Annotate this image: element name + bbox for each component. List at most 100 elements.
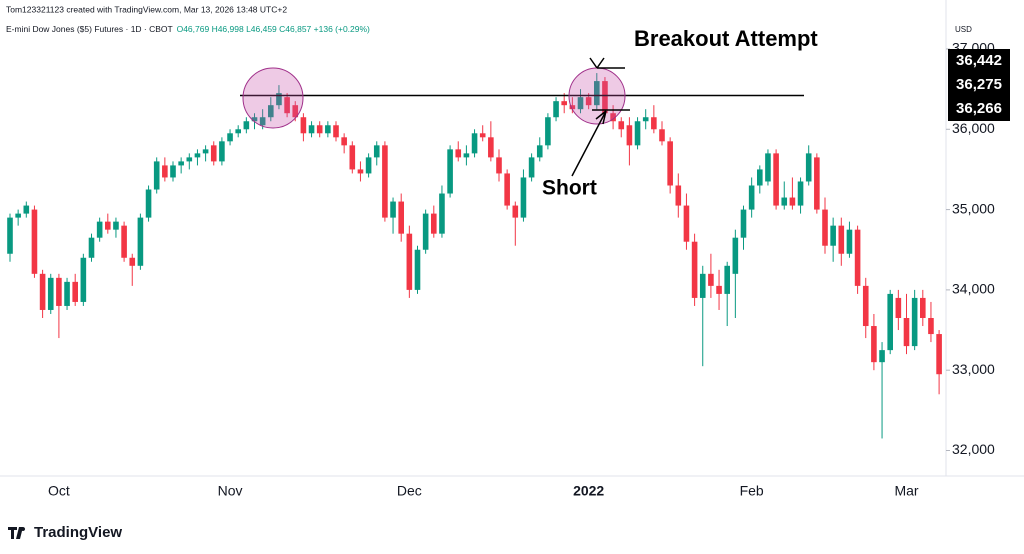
- candle-body: [15, 213, 21, 218]
- candle-body: [805, 153, 812, 182]
- candle-body: [447, 149, 453, 194]
- price-label: 36,442: [956, 52, 1002, 69]
- candle-body: [757, 169, 763, 186]
- x-tick-label: Dec: [397, 483, 422, 499]
- candle-body: [496, 157, 502, 174]
- price-label-box: [948, 49, 1010, 73]
- candle-body: [553, 101, 559, 118]
- price-label-box: [948, 73, 1010, 97]
- candle-body: [626, 125, 633, 146]
- credit: Tom123321123 created with TradingView.co…: [6, 4, 287, 14]
- candle-body: [72, 281, 78, 302]
- candle-body: [308, 125, 315, 134]
- y-tick-label: 36,000: [952, 120, 995, 136]
- candle-body: [284, 97, 290, 114]
- candle-body: [357, 169, 364, 174]
- candle-body: [300, 117, 307, 134]
- price-label-box: [948, 97, 1010, 121]
- x-tick-label: Feb: [740, 483, 764, 499]
- candle-body: [781, 197, 788, 206]
- candle-body: [341, 137, 347, 146]
- candle-body: [210, 145, 217, 162]
- candle-body: [56, 277, 62, 306]
- candle-body: [634, 121, 641, 146]
- candle-body: [659, 129, 665, 142]
- candle-body: [276, 93, 282, 106]
- candle-body: [64, 281, 70, 306]
- candle-body: [699, 273, 706, 298]
- candle-body: [194, 153, 201, 158]
- candle-body: [129, 257, 136, 266]
- candle-body: [838, 225, 845, 254]
- candle-body: [121, 225, 127, 258]
- candle-body: [471, 133, 478, 154]
- candle-body: [113, 221, 119, 230]
- candle-body: [80, 257, 87, 302]
- candle-body: [528, 157, 535, 178]
- y-tick-label: 33,000: [952, 361, 995, 377]
- quote: O46,769 H46,998 L46,459 C46,857 +136 (+0…: [177, 24, 370, 34]
- candle-body: [316, 125, 323, 134]
- candle-body: [724, 265, 730, 294]
- brand: TradingView: [8, 524, 122, 541]
- candle-body: [227, 133, 233, 142]
- candle-body: [268, 105, 274, 118]
- candle-body: [463, 153, 470, 158]
- candle-body: [732, 237, 739, 274]
- candle-body: [390, 201, 396, 218]
- candle-body: [740, 209, 747, 238]
- annotation: Short: [542, 177, 597, 200]
- candle-body: [708, 273, 714, 286]
- candle-body: [488, 137, 494, 158]
- candle-body: [895, 297, 902, 318]
- candle-body: [683, 205, 690, 242]
- candle-body: [822, 209, 828, 246]
- candle-body: [594, 81, 600, 106]
- highlight-circle: [242, 67, 304, 129]
- candle-body: [773, 153, 779, 206]
- candle-body: [610, 113, 616, 122]
- candle-body: [887, 293, 893, 351]
- candle-body: [585, 97, 592, 106]
- candle-body: [170, 165, 176, 178]
- candle-body: [512, 205, 519, 218]
- candle-body: [651, 117, 657, 130]
- candle-body: [797, 181, 804, 206]
- candle-body: [545, 117, 551, 146]
- candle-body: [439, 193, 445, 234]
- candle-body: [333, 125, 339, 138]
- candle-body: [259, 117, 266, 126]
- candle-body: [219, 141, 225, 162]
- candle-body: [920, 297, 926, 318]
- candle-body: [186, 157, 193, 162]
- candle-body: [178, 161, 184, 166]
- candle-body: [153, 161, 160, 190]
- candle-body: [903, 317, 910, 347]
- candle-body: [422, 213, 429, 250]
- candle-body: [691, 241, 698, 298]
- candle-body: [748, 185, 755, 210]
- price-label: 36,275: [956, 76, 1002, 93]
- candle-body: [846, 229, 853, 254]
- brand-logo: [8, 527, 26, 539]
- short-arrow: [571, 109, 630, 177]
- candle-body: [455, 149, 462, 158]
- candle-body: [520, 177, 527, 218]
- candle-body: [105, 221, 111, 230]
- candle-body: [47, 277, 54, 310]
- candle-body: [642, 117, 649, 122]
- candle-body: [406, 233, 413, 290]
- candle-body: [561, 101, 567, 106]
- candle-body: [854, 229, 861, 286]
- x-tick-label: Oct: [48, 483, 70, 499]
- candle-body: [871, 326, 877, 363]
- candle-body: [569, 105, 576, 110]
- candle-body: [879, 350, 885, 363]
- x-tick-label: Nov: [218, 483, 243, 499]
- candle-body: [675, 185, 682, 206]
- candle-body: [504, 173, 510, 206]
- highlight-circle: [568, 67, 626, 125]
